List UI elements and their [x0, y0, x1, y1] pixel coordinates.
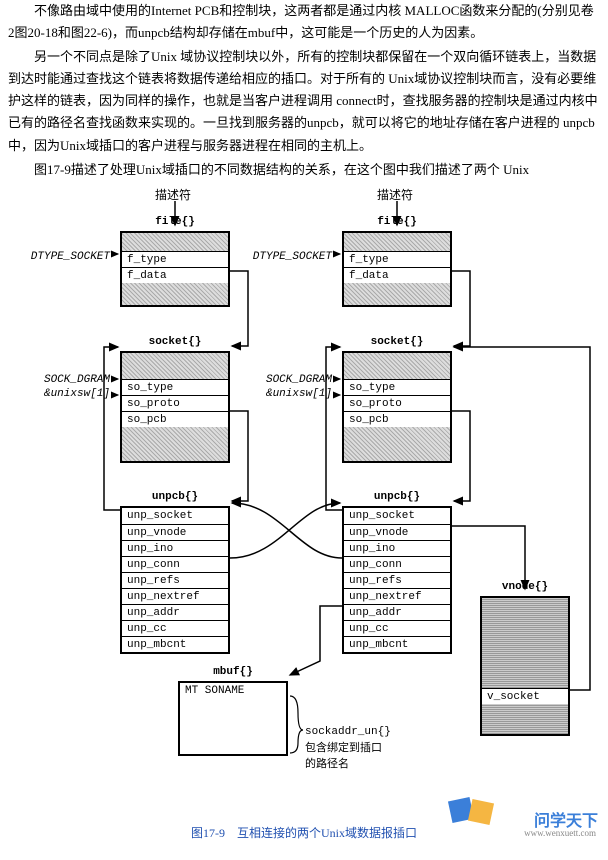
file-field-ftype: f_type — [122, 251, 228, 267]
label-dtype-left: DTYPE_SOCKET — [15, 248, 110, 267]
unpcb-field-6: unp_addr — [122, 604, 228, 620]
unpcb-field-3: unp_conn — [122, 556, 228, 572]
socket-field-sopcb: so_pcb — [122, 411, 228, 427]
unpcb-field-8: unp_mbcnt — [122, 636, 228, 652]
struct-title-unpcb: unpcb{} — [120, 488, 230, 507]
file-field-ftype-r: f_type — [344, 251, 450, 267]
socket-field-soproto-r: so_proto — [344, 395, 450, 411]
unpcb-r-field-7: unp_cc — [344, 620, 450, 636]
label-sockaddr-sub2: 的路径名 — [305, 755, 349, 774]
unpcb-r-field-5: unp_nextref — [344, 588, 450, 604]
unpcb-field-4: unp_refs — [122, 572, 228, 588]
paragraph-3: 图17-9描述了处理Unix域插口的不同数据结构的关系，在这个图中我们描述了两个… — [8, 159, 600, 181]
label-unixsw-left: &unixsw[1] — [20, 385, 110, 404]
struct-title-file-r: file{} — [342, 213, 452, 232]
struct-unpcb-left: unpcb{} unp_socket unp_vnode unp_ino unp… — [120, 488, 230, 655]
figure-caption: 图17-9 互相连接的两个Unix域数据报插口 — [0, 823, 608, 843]
struct-title-socket-r: socket{} — [342, 333, 452, 352]
unpcb-field-1: unp_vnode — [122, 524, 228, 540]
struct-title-file: file{} — [120, 213, 230, 232]
socket-field-sotype: so_type — [122, 379, 228, 395]
unpcb-field-0: unp_socket — [122, 508, 228, 524]
file-field-fdata-r: f_data — [344, 267, 450, 283]
socket-field-sopcb-r: so_pcb — [344, 411, 450, 427]
label-descriptor-left: 描述符 — [155, 185, 191, 205]
struct-title-unpcb-r: unpcb{} — [342, 488, 452, 507]
unpcb-r-field-1: unp_vnode — [344, 524, 450, 540]
unpcb-field-2: unp_ino — [122, 540, 228, 556]
unpcb-r-field-3: unp_conn — [344, 556, 450, 572]
struct-socket-right: socket{} so_type so_proto so_pcb — [342, 333, 452, 464]
label-dtype-right: DTYPE_SOCKET — [237, 248, 332, 267]
struct-mbuf: mbuf{} MT SONAME — [178, 663, 288, 757]
figure-17-9-diagram: 描述符 描述符 DTYPE_SOCKET DTYPE_SOCKET SOCK_D… — [0, 183, 608, 823]
unpcb-r-field-2: unp_ino — [344, 540, 450, 556]
mbuf-field-0: MT SONAME — [180, 683, 286, 699]
struct-vnode: vnode{} v_socket — [480, 578, 570, 737]
unpcb-field-7: unp_cc — [122, 620, 228, 636]
struct-file-left: file{} f_type f_data — [120, 213, 230, 308]
label-unixsw-right: &unixsw[1] — [242, 385, 332, 404]
struct-socket-left: socket{} so_type so_proto so_pcb — [120, 333, 230, 464]
socket-field-soproto: so_proto — [122, 395, 228, 411]
struct-title-socket: socket{} — [120, 333, 230, 352]
struct-title-mbuf: mbuf{} — [178, 663, 288, 682]
paragraph-1: 不像路由域中使用的Internet PCB和控制块，这两者都是通过内核 MALL… — [8, 0, 600, 44]
paragraph-2: 另一个不同点是除了Unix 域协议控制块以外，所有的控制块都保留在一个双向循环链… — [8, 46, 600, 156]
unpcb-r-field-8: unp_mbcnt — [344, 636, 450, 652]
struct-unpcb-right: unpcb{} unp_socket unp_vnode unp_ino unp… — [342, 488, 452, 655]
file-field-fdata: f_data — [122, 267, 228, 283]
site-logo-icon — [448, 791, 498, 833]
unpcb-field-5: unp_nextref — [122, 588, 228, 604]
label-descriptor-right: 描述符 — [377, 185, 413, 205]
unpcb-r-field-0: unp_socket — [344, 508, 450, 524]
socket-field-sotype-r: so_type — [344, 379, 450, 395]
watermark-url: www.wenxuett.com — [524, 826, 596, 841]
struct-title-vnode: vnode{} — [480, 578, 570, 597]
unpcb-r-field-6: unp_addr — [344, 604, 450, 620]
unpcb-r-field-4: unp_refs — [344, 572, 450, 588]
struct-file-right: file{} f_type f_data — [342, 213, 452, 308]
vnode-field-0: v_socket — [482, 688, 568, 704]
